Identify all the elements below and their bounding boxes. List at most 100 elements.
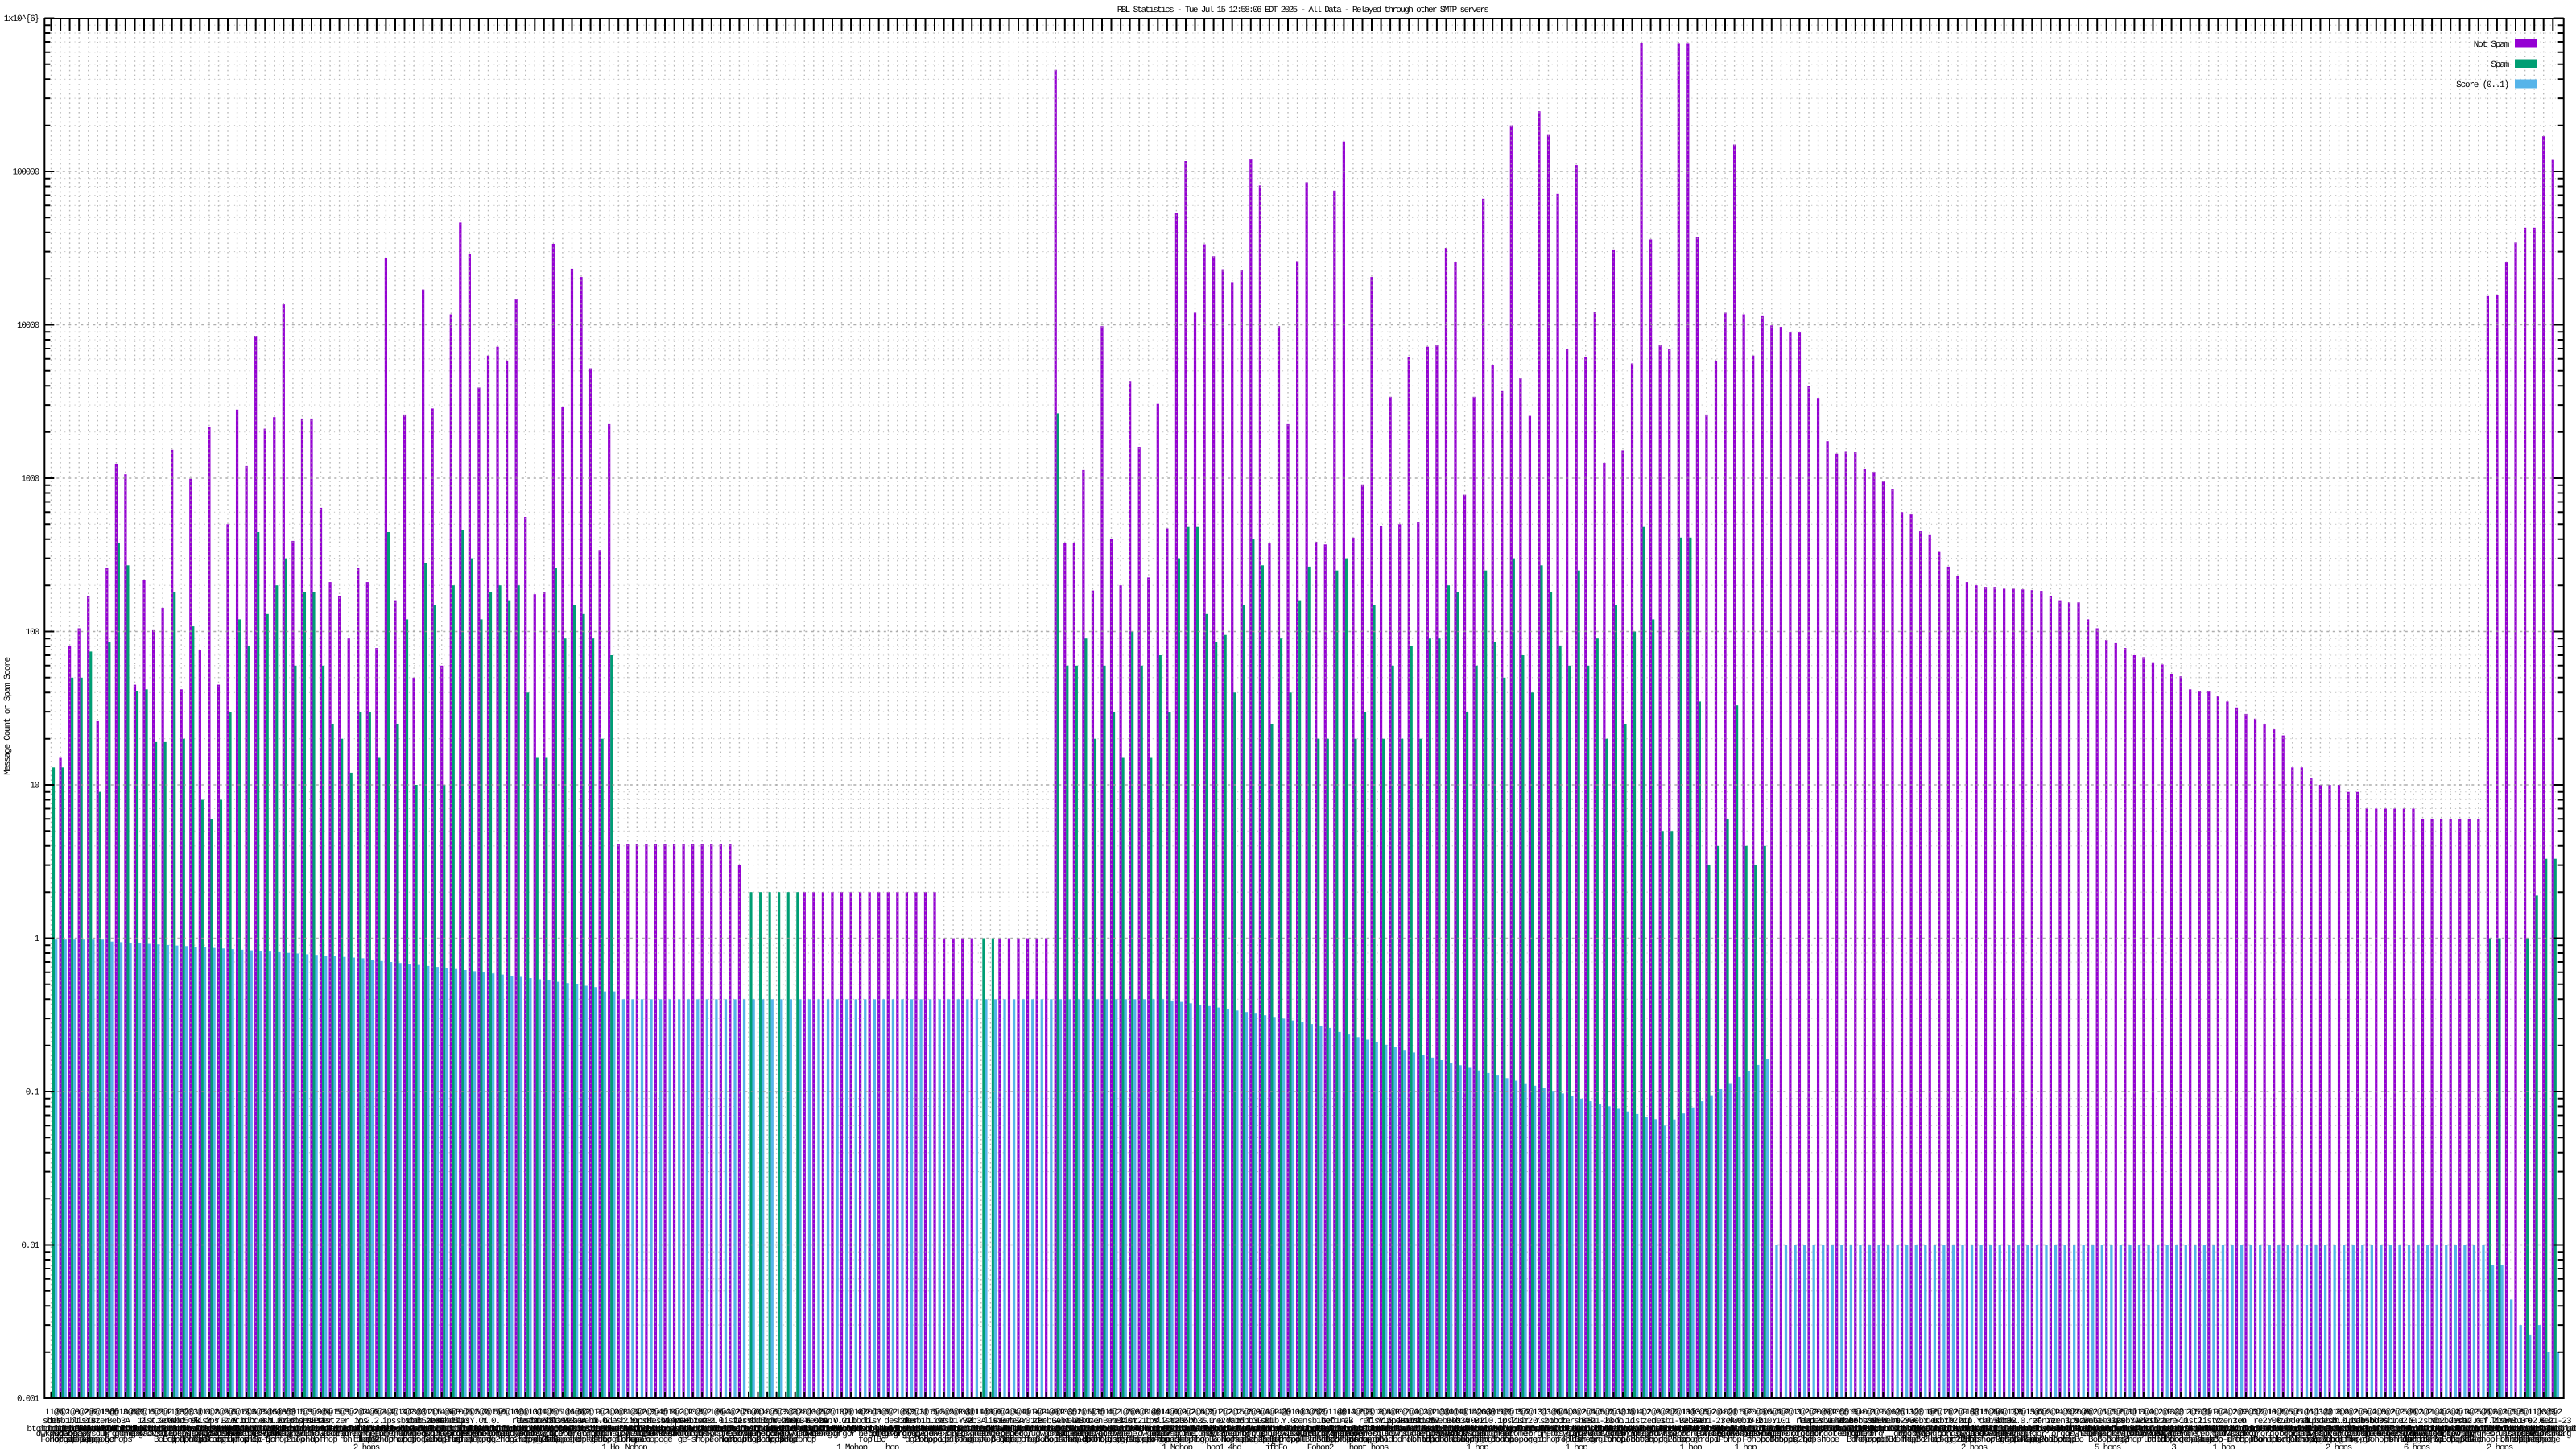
svg-text:hopBo: hopBo bbox=[2061, 1435, 2083, 1445]
svg-text:ips: ips bbox=[382, 1417, 396, 1426]
svg-text:14@0: 14@0 bbox=[975, 1408, 993, 1418]
svg-text:11@6: 11@6 bbox=[2295, 1408, 2314, 1418]
svg-text:2@2: 2@2 bbox=[1944, 1408, 1958, 1418]
svg-text:Beb3A: Beb3A bbox=[564, 1417, 587, 1426]
svg-text:2@4: 2@4 bbox=[1005, 1408, 1020, 1418]
svg-text:desb1-V2.: desb1-V2. bbox=[647, 1417, 687, 1426]
svg-text:Spam: Spam bbox=[2491, 60, 2509, 70]
svg-text:6@3: 6@3 bbox=[1135, 1408, 1149, 1418]
svg-text:3@2: 3@2 bbox=[345, 1408, 358, 1418]
svg-text:9@2: 9@2 bbox=[596, 1408, 609, 1418]
svg-text:100000: 100000 bbox=[13, 168, 39, 178]
svg-text:0@4: 0@4 bbox=[1554, 1408, 1568, 1418]
svg-text:desb1-V2.: desb1-V2. bbox=[535, 1417, 576, 1426]
svg-text:zersbd5.: zersbd5. bbox=[157, 1417, 193, 1426]
svg-text:2@11: 2@11 bbox=[584, 1408, 604, 1418]
svg-text:9@2: 9@2 bbox=[2409, 1408, 2423, 1418]
svg-text:20@0: 20@0 bbox=[798, 1408, 816, 1418]
svg-text:11@3: 11@3 bbox=[2425, 1408, 2444, 1418]
svg-text:14@0: 14@0 bbox=[984, 1408, 1002, 1418]
svg-text:2@5: 2@5 bbox=[2186, 1408, 2200, 1418]
svg-text:2.Y.2.0: 2.Y.2.0 bbox=[605, 1417, 637, 1426]
svg-text:1 hop: 1 hop bbox=[1679, 1443, 1702, 1449]
svg-text:4@2: 4@2 bbox=[1108, 1408, 1121, 1418]
svg-text:0@2: 0@2 bbox=[2149, 1408, 2163, 1418]
svg-text:2@5: 2@5 bbox=[2372, 1408, 2386, 1418]
svg-text:2@9: 2@9 bbox=[1954, 1408, 1967, 1418]
svg-text:3@15: 3@15 bbox=[1096, 1408, 1114, 1418]
svg-text:2@2: 2@2 bbox=[1312, 1408, 1326, 1418]
svg-text:rek: rek bbox=[512, 1417, 526, 1426]
svg-text:2.Y.2.0: 2.Y.2.0 bbox=[140, 1417, 172, 1426]
svg-text:0@4: 0@4 bbox=[716, 1408, 731, 1418]
svg-text:2@4: 2@4 bbox=[1191, 1408, 1206, 1418]
svg-text:2@5: 2@5 bbox=[2503, 1408, 2516, 1418]
svg-text:6@13: 6@13 bbox=[231, 1408, 250, 1418]
svg-text:6@2: 6@2 bbox=[150, 1408, 163, 1418]
svg-text:15@6: 15@6 bbox=[2398, 1408, 2417, 1418]
svg-text:5@2: 5@2 bbox=[1563, 1408, 1577, 1418]
svg-text:3@11: 3@11 bbox=[1440, 1408, 1459, 1418]
svg-text:5@5: 5@5 bbox=[1591, 1408, 1604, 1418]
svg-text:3@11: 3@11 bbox=[1012, 1408, 1031, 1418]
svg-text:2@3: 2@3 bbox=[1359, 1408, 1373, 1418]
svg-text:5@15: 5@15 bbox=[1839, 1408, 1858, 1418]
svg-text:2@2: 2@2 bbox=[679, 1408, 693, 1418]
svg-text:2@4: 2@4 bbox=[1377, 1408, 1392, 1418]
svg-text:2@5: 2@5 bbox=[736, 1408, 749, 1418]
svg-text:3@2: 3@2 bbox=[308, 1408, 321, 1418]
svg-text:13@3: 13@3 bbox=[2165, 1408, 2184, 1418]
svg-text:6@2: 6@2 bbox=[1600, 1408, 1614, 1418]
svg-text:11@3: 11@3 bbox=[891, 1408, 910, 1418]
svg-text:2@10: 2@10 bbox=[1365, 1408, 1384, 1418]
svg-text:11@6: 11@6 bbox=[2268, 1408, 2286, 1418]
svg-text:2@5: 2@5 bbox=[2279, 1408, 2293, 1418]
svg-text:6 hops: 6 hops bbox=[2404, 1443, 2430, 1449]
svg-text:4@2: 4@2 bbox=[857, 1408, 870, 1418]
svg-text:2@2: 2@2 bbox=[1647, 1408, 1661, 1418]
svg-text:3@15: 3@15 bbox=[919, 1408, 938, 1418]
svg-text:Y.1d: Y.1d bbox=[231, 1417, 250, 1426]
svg-text:2@11: 2@11 bbox=[1077, 1408, 1096, 1418]
svg-text:1@0: 1@0 bbox=[1758, 1408, 1772, 1418]
svg-text:Bzer: Bzer bbox=[221, 1417, 240, 1426]
svg-text:2 hops: 2 hops bbox=[2487, 1443, 2513, 1449]
svg-text:1ist: 1ist bbox=[82, 1417, 101, 1426]
svg-text:10@1: 10@1 bbox=[510, 1408, 529, 1418]
svg-text:15@6: 15@6 bbox=[1979, 1408, 1998, 1418]
svg-text:3@2: 3@2 bbox=[2465, 1408, 2479, 1418]
svg-text:ge-shope: ge-shope bbox=[678, 1435, 714, 1445]
svg-text:2@10: 2@10 bbox=[1914, 1408, 1933, 1418]
svg-text:Y.1.1.0: Y.1.1.0 bbox=[251, 1417, 283, 1426]
svg-text:1 hop: 1 hop bbox=[2212, 1443, 2235, 1449]
svg-text:2@3: 2@3 bbox=[614, 1408, 628, 1418]
svg-text:5@5: 5@5 bbox=[940, 1408, 954, 1418]
svg-text:list2.: list2. bbox=[719, 1417, 746, 1426]
svg-text:2@11: 2@11 bbox=[1728, 1408, 1748, 1418]
svg-text:2@3: 2@3 bbox=[354, 1408, 368, 1418]
svg-text:4@2: 4@2 bbox=[1637, 1408, 1651, 1418]
svg-text:3@2: 3@2 bbox=[726, 1408, 740, 1418]
svg-text:Fohop2: Fohop2 bbox=[1307, 1443, 1334, 1449]
svg-text:3: 3 bbox=[2171, 1443, 2176, 1449]
svg-text:Y.2.2.: Y.2.2. bbox=[356, 1417, 383, 1426]
svg-text:2@4: 2@4 bbox=[1712, 1408, 1727, 1418]
svg-text:2zer: 2zer bbox=[277, 1417, 295, 1426]
svg-text:10@5: 10@5 bbox=[454, 1408, 473, 1418]
svg-text:14@0: 14@0 bbox=[1161, 1408, 1179, 1418]
svg-text:5@2: 5@2 bbox=[475, 1408, 489, 1418]
svg-text:4@14: 4@14 bbox=[658, 1408, 678, 1418]
svg-text:2@4: 2@4 bbox=[1582, 1408, 1596, 1418]
svg-text:11@5: 11@5 bbox=[873, 1408, 891, 1418]
svg-text:4@14: 4@14 bbox=[1151, 1408, 1170, 1418]
svg-text:15@6: 15@6 bbox=[268, 1408, 287, 1418]
svg-text:10@5: 10@5 bbox=[1690, 1408, 1709, 1418]
svg-text:Web1-0: Web1-0 bbox=[663, 1417, 691, 1426]
svg-text:2@2: 2@2 bbox=[2483, 1408, 2497, 1418]
svg-text:6@2: 6@2 bbox=[884, 1408, 898, 1418]
svg-text:6@2: 6@2 bbox=[1823, 1408, 1837, 1418]
svg-text:2@11: 2@11 bbox=[184, 1408, 204, 1418]
svg-text:list2.: list2. bbox=[551, 1417, 579, 1426]
svg-text:4@14: 4@14 bbox=[1022, 1408, 1041, 1418]
svg-text:Geb1-23: Geb1-23 bbox=[437, 1417, 469, 1426]
